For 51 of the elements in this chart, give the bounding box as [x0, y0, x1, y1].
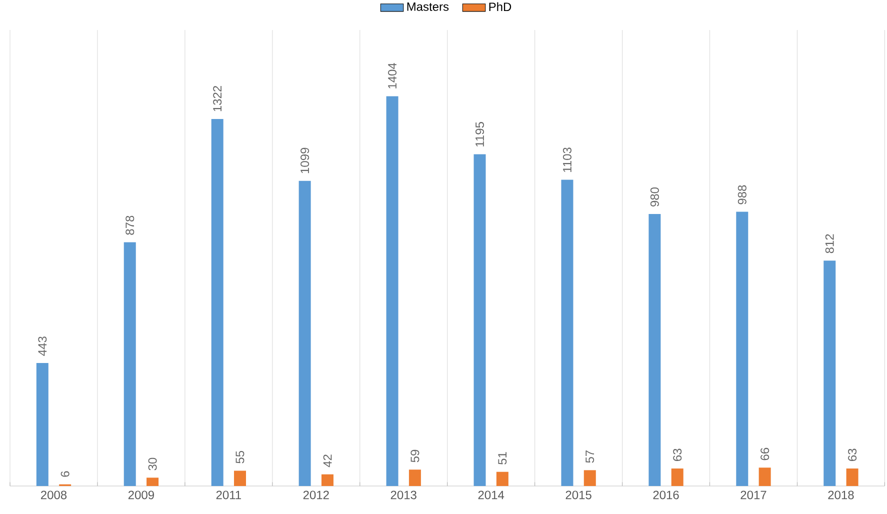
bar [234, 470, 246, 486]
x-tick-label: 2014 [478, 490, 504, 500]
x-tick-label: 2009 [128, 490, 154, 500]
data-label: 57 [586, 450, 594, 463]
x-tick-label: 2013 [390, 490, 416, 500]
data-label: 1322 [213, 86, 222, 112]
bar [124, 242, 136, 486]
data-label: 30 [148, 458, 157, 470]
x-tick-label: 2011 [216, 490, 241, 500]
data-label: 42 [323, 454, 332, 468]
bar [321, 474, 334, 486]
data-label: 443 [38, 336, 47, 356]
data-label: 980 [650, 187, 659, 206]
data-label: 55 [236, 450, 244, 464]
x-tick-label: 2008 [40, 490, 67, 500]
bar [561, 180, 574, 486]
data-label: 1099 [300, 148, 310, 174]
bar [736, 212, 748, 486]
x-tick-label: 2016 [653, 490, 679, 500]
bar [584, 470, 596, 486]
data-label: 63 [673, 448, 682, 461]
data-label: 63 [848, 448, 857, 461]
bar [846, 468, 858, 486]
data-label: 1103 [562, 148, 572, 172]
bar [496, 472, 508, 486]
data-label: 6 [60, 471, 70, 477]
bar [298, 180, 311, 486]
x-tick-label: 2017 [740, 490, 766, 500]
bar [648, 214, 661, 486]
bar [386, 96, 398, 486]
data-label: 878 [126, 216, 134, 235]
bar [146, 478, 159, 486]
bar [474, 154, 486, 486]
data-label: 1195 [475, 122, 484, 146]
bar [211, 119, 224, 486]
data-label: 51 [498, 452, 507, 464]
data-label: 59 [410, 450, 420, 462]
bar [408, 470, 421, 486]
data-label: 66 [760, 448, 770, 460]
bar [671, 468, 684, 486]
x-tick-label: 2012 [303, 490, 329, 500]
legend-label: Masters [407, 2, 449, 11]
data-label: 1404 [388, 62, 397, 88]
bar [36, 363, 48, 486]
bar [824, 260, 836, 486]
x-tick-label: 2015 [566, 490, 592, 500]
data-label: 988 [738, 185, 746, 204]
legend-label: PhD [489, 2, 512, 11]
data-label: 812 [825, 234, 834, 254]
x-tick-label: 2018 [828, 490, 854, 500]
bar [758, 468, 771, 486]
